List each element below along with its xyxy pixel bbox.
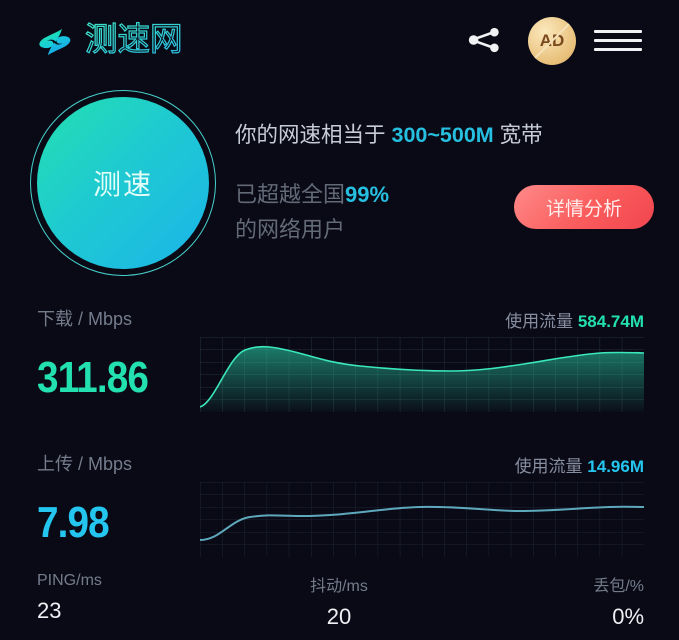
svg-text:测速网: 测速网 — [85, 22, 183, 57]
